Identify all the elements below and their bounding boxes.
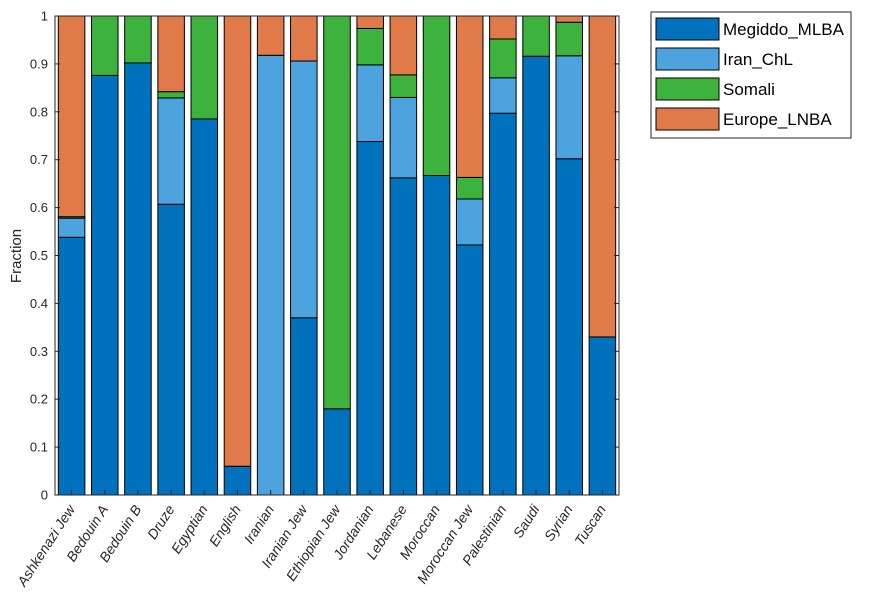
y-tick-label: 0.1 [30, 440, 48, 455]
legend-label: Somali [723, 80, 775, 99]
bar-segment [124, 62, 152, 496]
bar-segment [190, 118, 219, 496]
bar-segment [157, 97, 185, 205]
bar-segment [489, 112, 517, 496]
bar-segment [256, 54, 285, 496]
bar-segment [455, 15, 484, 178]
bar-segment [356, 15, 384, 29]
legend: Megiddo_MLBA Iran_ChL Somali Europe_LNBA [650, 11, 852, 139]
bar-segment [588, 15, 617, 338]
bar-segment [522, 55, 550, 496]
bar-segment [555, 15, 584, 23]
bar-segment [555, 21, 584, 57]
x-category-label: English [206, 502, 245, 549]
legend-swatch [655, 47, 720, 71]
bar-segment [356, 141, 384, 496]
y-tick-label: 0.4 [30, 296, 48, 311]
legend-label: Megiddo_MLBA [723, 20, 845, 39]
y-tick-label: 0.5 [30, 248, 48, 263]
bar-segment [422, 175, 451, 496]
y-tick-label: 0.7 [30, 152, 48, 167]
bar-segment [290, 60, 318, 319]
bar-segment [522, 15, 550, 57]
y-tick-label: 0.3 [30, 344, 48, 359]
bar-segment [323, 15, 351, 410]
bar-segment [90, 15, 119, 76]
bar-segment [455, 176, 484, 200]
legend-swatch [655, 17, 720, 41]
legend-swatch [655, 77, 720, 101]
bar-segment [389, 15, 418, 76]
bar-segment [57, 217, 86, 238]
bar-segment [356, 27, 384, 66]
bar-segment [57, 15, 86, 218]
bar-segment [157, 91, 185, 99]
legend-swatch [655, 107, 720, 131]
bar-segment [190, 15, 219, 120]
bar-segment [555, 55, 584, 160]
bar-segment [455, 198, 484, 246]
bar-segment [422, 15, 451, 177]
bar-segment [489, 15, 517, 40]
bar-segment [588, 336, 617, 496]
x-category-label: Tuscan [571, 502, 609, 549]
bar-segment [290, 15, 318, 62]
bar-segment [223, 15, 252, 467]
legend-label: Iran_ChL [723, 50, 793, 69]
bar-segment [489, 77, 517, 114]
bar-segment [256, 15, 285, 56]
y-tick-label: 1 [41, 9, 48, 24]
bar-segment [455, 244, 484, 496]
bar-segment [389, 177, 418, 496]
x-category-label: Syrian [541, 502, 576, 544]
bar-segment [323, 408, 351, 496]
y-axis-title: Fraction [8, 229, 25, 283]
y-tick-label: 0 [41, 488, 48, 503]
bar-segment [124, 15, 152, 64]
bar-segment [290, 317, 318, 496]
y-tick-label: 0.9 [30, 56, 48, 71]
bar-segment [157, 15, 185, 93]
bar-segment [90, 74, 119, 496]
bars-layer [57, 15, 617, 496]
y-tick-label: 0.8 [30, 104, 48, 119]
bar-segment [356, 64, 384, 142]
bar-segment [555, 158, 584, 496]
y-axis: 0 0.1 0.2 0.3 0.4 0.5 0.6 0.7 0.8 0.9 1 [30, 9, 619, 503]
bar-segment [389, 96, 418, 179]
bar-segment [157, 203, 185, 496]
y-tick-label: 0.6 [30, 200, 48, 215]
x-category-label: Druze [144, 502, 178, 542]
x-category-label: Saudi [510, 501, 543, 540]
legend-label: Europe_LNBA [723, 110, 832, 129]
y-tick-label: 0.2 [30, 392, 48, 407]
bar-segment [57, 236, 86, 496]
bar-segment [389, 74, 418, 98]
bar-segment [489, 38, 517, 79]
